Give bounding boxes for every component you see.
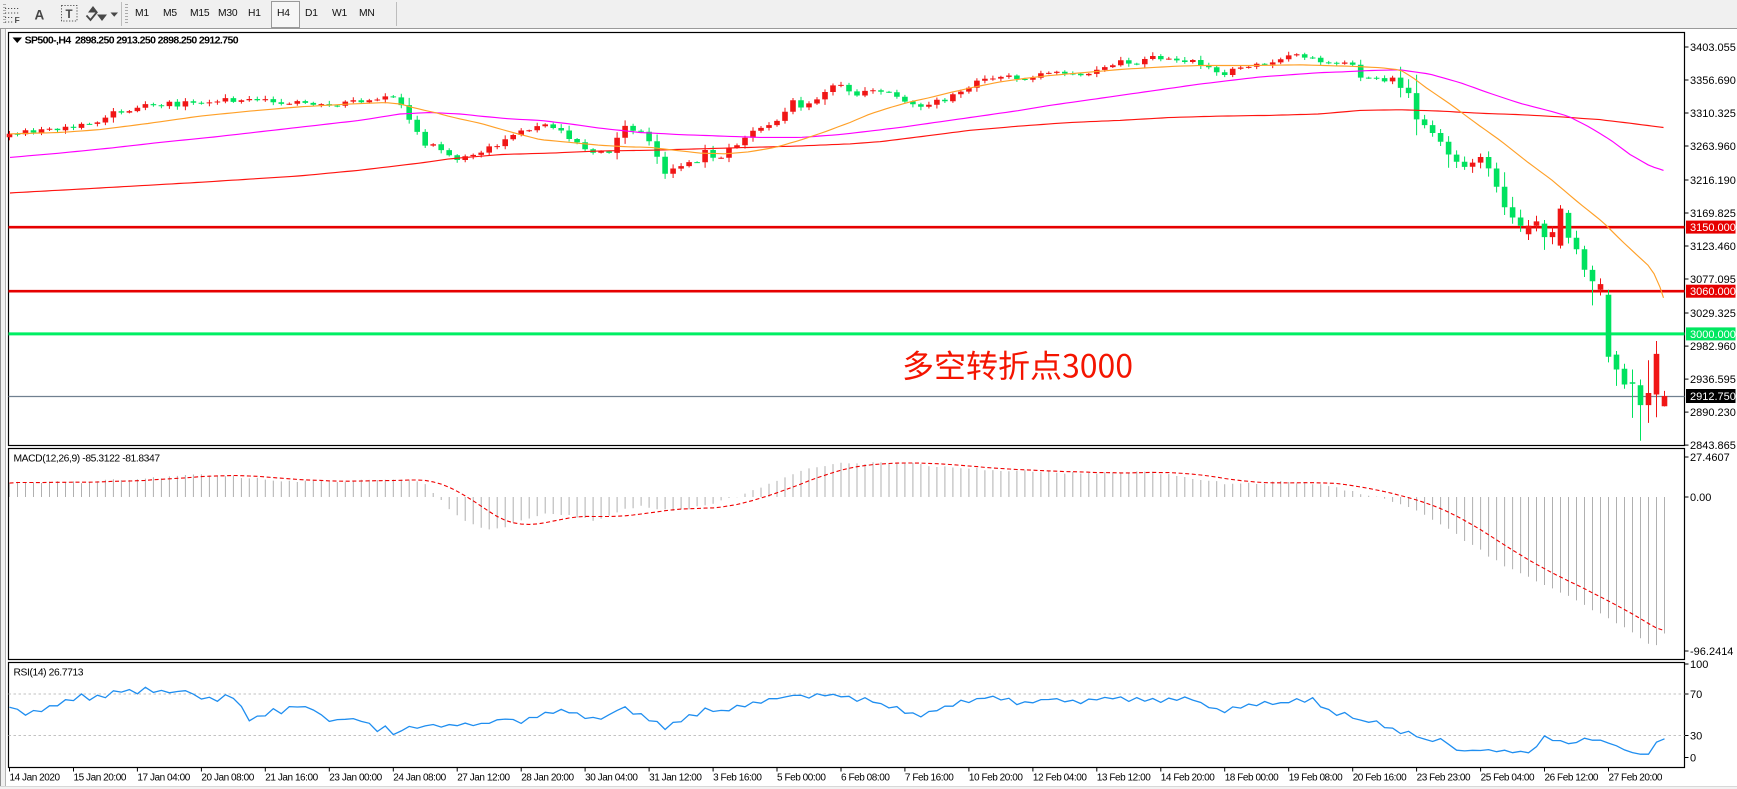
- svg-text:3310.325: 3310.325: [1690, 108, 1736, 120]
- svg-text:30: 30: [1690, 731, 1702, 743]
- svg-text:30 Jan 04:00: 30 Jan 04:00: [585, 773, 638, 784]
- svg-text:3150.000: 3150.000: [1690, 222, 1736, 234]
- svg-text:3216.190: 3216.190: [1690, 175, 1736, 187]
- svg-text:13 Feb 12:00: 13 Feb 12:00: [1097, 773, 1151, 784]
- svg-text:3 Feb 16:00: 3 Feb 16:00: [713, 773, 762, 784]
- svg-text:3123.460: 3123.460: [1690, 241, 1736, 253]
- svg-text:100: 100: [1690, 659, 1708, 671]
- svg-text:7 Feb 16:00: 7 Feb 16:00: [905, 773, 954, 784]
- svg-text:SP500-,H4: SP500-,H4: [25, 35, 72, 47]
- svg-text:27 Feb 20:00: 27 Feb 20:00: [1609, 773, 1663, 784]
- svg-text:2898.250 2913.250 2898.250 291: 2898.250 2913.250 2898.250 2912.750: [75, 35, 239, 47]
- svg-text:14 Feb 20:00: 14 Feb 20:00: [1161, 773, 1215, 784]
- svg-text:3029.325: 3029.325: [1690, 308, 1736, 320]
- svg-text:0.00: 0.00: [1690, 492, 1711, 504]
- svg-text:2982.960: 2982.960: [1690, 341, 1736, 353]
- svg-text:17 Jan 04:00: 17 Jan 04:00: [137, 773, 190, 784]
- svg-text:23 Feb 23:00: 23 Feb 23:00: [1417, 773, 1471, 784]
- svg-text:14 Jan 2020: 14 Jan 2020: [10, 773, 61, 784]
- svg-text:23 Jan 00:00: 23 Jan 00:00: [329, 773, 382, 784]
- svg-text:28 Jan 20:00: 28 Jan 20:00: [521, 773, 574, 784]
- svg-text:20 Feb 16:00: 20 Feb 16:00: [1353, 773, 1407, 784]
- svg-text:-96.2414: -96.2414: [1690, 646, 1733, 658]
- svg-text:25 Feb 04:00: 25 Feb 04:00: [1481, 773, 1535, 784]
- svg-text:5 Feb 00:00: 5 Feb 00:00: [777, 773, 826, 784]
- svg-text:3077.095: 3077.095: [1690, 274, 1736, 286]
- svg-text:27 Jan 12:00: 27 Jan 12:00: [457, 773, 510, 784]
- svg-text:20 Jan 08:00: 20 Jan 08:00: [201, 773, 254, 784]
- svg-text:3169.825: 3169.825: [1690, 208, 1736, 220]
- svg-text:3356.690: 3356.690: [1690, 75, 1736, 87]
- svg-text:6 Feb 08:00: 6 Feb 08:00: [841, 773, 890, 784]
- svg-text:MACD(12,26,9) -85.3122 -81.834: MACD(12,26,9) -85.3122 -81.8347: [14, 454, 161, 465]
- svg-text:21 Jan 16:00: 21 Jan 16:00: [265, 773, 318, 784]
- svg-text:0: 0: [1690, 753, 1696, 765]
- svg-text:10 Feb 20:00: 10 Feb 20:00: [969, 773, 1023, 784]
- svg-text:12 Feb 04:00: 12 Feb 04:00: [1033, 773, 1087, 784]
- svg-text:3403.055: 3403.055: [1690, 42, 1736, 54]
- svg-text:19 Feb 08:00: 19 Feb 08:00: [1289, 773, 1343, 784]
- svg-text:T: T: [66, 9, 73, 21]
- svg-text:31 Jan 12:00: 31 Jan 12:00: [649, 773, 702, 784]
- svg-text:F: F: [15, 15, 20, 25]
- svg-text:18 Feb 00:00: 18 Feb 00:00: [1225, 773, 1279, 784]
- svg-text:3263.960: 3263.960: [1690, 141, 1736, 153]
- svg-text:15 Jan 20:00: 15 Jan 20:00: [74, 773, 127, 784]
- svg-text:2936.595: 2936.595: [1690, 374, 1736, 386]
- svg-text:24 Jan 08:00: 24 Jan 08:00: [393, 773, 446, 784]
- svg-text:2843.865: 2843.865: [1690, 440, 1736, 452]
- svg-text:3060.000: 3060.000: [1690, 286, 1736, 298]
- svg-text:RSI(14) 26.7713: RSI(14) 26.7713: [14, 668, 84, 679]
- svg-text:3000.000: 3000.000: [1690, 329, 1736, 341]
- svg-text:A: A: [35, 8, 45, 23]
- svg-text:26 Feb 12:00: 26 Feb 12:00: [1545, 773, 1599, 784]
- svg-text:2912.750: 2912.750: [1690, 391, 1736, 403]
- svg-text:70: 70: [1690, 689, 1702, 701]
- svg-text:27.4607: 27.4607: [1690, 452, 1730, 464]
- svg-text:2890.230: 2890.230: [1690, 407, 1736, 419]
